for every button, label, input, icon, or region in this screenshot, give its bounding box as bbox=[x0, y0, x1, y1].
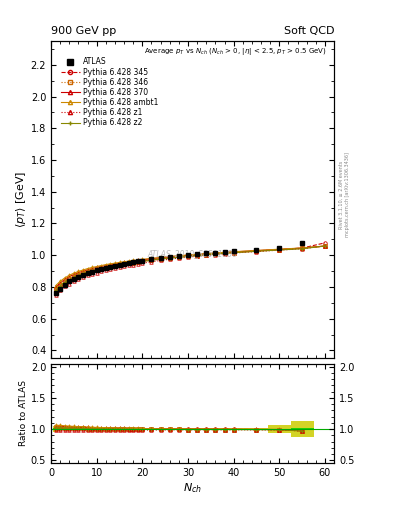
Text: ATLAS_2010_S8591806: ATLAS_2010_S8591806 bbox=[147, 249, 238, 258]
Legend: ATLAS, Pythia 6.428 345, Pythia 6.428 346, Pythia 6.428 370, Pythia 6.428 ambt1,: ATLAS, Pythia 6.428 345, Pythia 6.428 34… bbox=[58, 54, 162, 130]
X-axis label: $N_{ch}$: $N_{ch}$ bbox=[183, 481, 202, 495]
Y-axis label: $\langle p_T \rangle$ [GeV]: $\langle p_T \rangle$ [GeV] bbox=[14, 171, 28, 228]
Text: Rivet 3.1.10, ≥ 2.6M events: Rivet 3.1.10, ≥ 2.6M events bbox=[339, 160, 344, 229]
Text: Soft QCD: Soft QCD bbox=[284, 26, 334, 36]
Text: mcplots.cern.ch [arXiv:1306.3436]: mcplots.cern.ch [arXiv:1306.3436] bbox=[345, 152, 350, 237]
Text: Average $p_T$ vs $N_{ch}$ ($N_{ch}$ > 0, $|\eta|$ < 2.5, $p_T$ > 0.5 GeV): Average $p_T$ vs $N_{ch}$ ($N_{ch}$ > 0,… bbox=[145, 46, 327, 57]
Y-axis label: Ratio to ATLAS: Ratio to ATLAS bbox=[19, 380, 28, 446]
Text: 900 GeV pp: 900 GeV pp bbox=[51, 26, 116, 36]
